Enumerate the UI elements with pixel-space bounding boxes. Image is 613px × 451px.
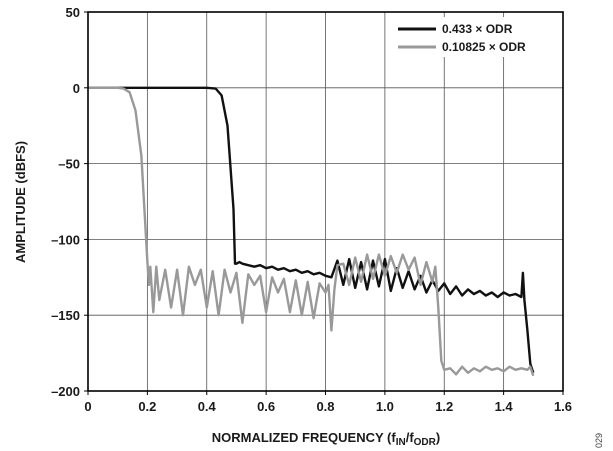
legend-label-2: 0.10825 × ODR [442,40,526,54]
x-tick-label: 0.8 [316,399,334,414]
x-tick-label: 0.4 [198,399,217,414]
x-tick-label: 1.4 [495,399,514,414]
x-tick-label: 1.6 [554,399,572,414]
plot-area [88,86,535,377]
legend-background [390,17,558,57]
y-tick-label: 50 [66,5,80,20]
y-axis-ticks: 50 0 –50 –100 –150 –200 [51,5,88,399]
series-line-1 [88,86,535,374]
y-tick-label: 0 [73,81,80,96]
y-tick-label: –50 [58,157,80,172]
y-tick-label: –100 [51,232,80,247]
legend: 0.433 × ODR 0.10825 × ODR [390,17,558,57]
x-tick-label: 1.2 [435,399,453,414]
x-axis-ticks: 0 0.2 0.4 0.6 0.8 1.0 1.2 1.4 1.6 [84,391,572,414]
y-tick-label: –150 [51,308,80,323]
legend-label-1: 0.433 × ODR [442,22,513,36]
x-axis-label: NORMALIZED FREQUENCY (fIN/fODR) [212,430,440,448]
y-tick-label: –200 [51,384,80,399]
x-tick-label: 0.2 [138,399,156,414]
figure-id: 029 [594,433,604,448]
y-axis-label: AMPLITUDE (dBFS) [13,141,28,263]
x-tick-label: 1.0 [376,399,394,414]
x-tick-label: 0.6 [257,399,275,414]
x-tick-label: 0 [84,399,91,414]
series-line-2 [88,86,535,377]
